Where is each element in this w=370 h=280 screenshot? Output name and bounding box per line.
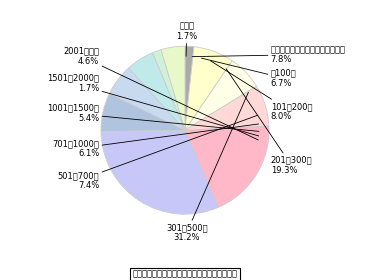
Text: 〜100円
6.7%: 〜100円 6.7% — [201, 58, 296, 88]
Wedge shape — [185, 61, 256, 130]
Wedge shape — [110, 68, 185, 130]
Text: ：有料の携帯コミックを利用したことがある人: ：有料の携帯コミックを利用したことがある人 — [132, 270, 238, 279]
Wedge shape — [129, 53, 185, 130]
Text: 201〜300円
19.3%: 201〜300円 19.3% — [226, 69, 312, 175]
Text: 2001円以上
4.6%: 2001円以上 4.6% — [63, 46, 258, 140]
Text: お金はかけない（無料のみ利用）
7.8%: お金はかけない（無料のみ利用） 7.8% — [192, 45, 346, 64]
Text: 301〜500円
31.2%: 301〜500円 31.2% — [166, 92, 248, 242]
Text: 1001〜1500円
5.4%: 1001〜1500円 5.4% — [47, 104, 259, 131]
Wedge shape — [185, 86, 269, 130]
Wedge shape — [185, 47, 232, 130]
Text: 101〜200円
8.0%: 101〜200円 8.0% — [211, 61, 312, 122]
Text: 1501〜2000円
1.7%: 1501〜2000円 1.7% — [47, 73, 259, 136]
Wedge shape — [161, 46, 185, 130]
Wedge shape — [185, 46, 194, 130]
Wedge shape — [152, 50, 185, 130]
Wedge shape — [185, 126, 269, 207]
Wedge shape — [101, 130, 218, 214]
Text: 無回答
1.7%: 無回答 1.7% — [176, 21, 197, 56]
Wedge shape — [101, 94, 185, 131]
Text: 501〜700円
7.4%: 501〜700円 7.4% — [58, 115, 258, 190]
Text: 701〜1000円
6.1%: 701〜1000円 6.1% — [53, 124, 259, 158]
